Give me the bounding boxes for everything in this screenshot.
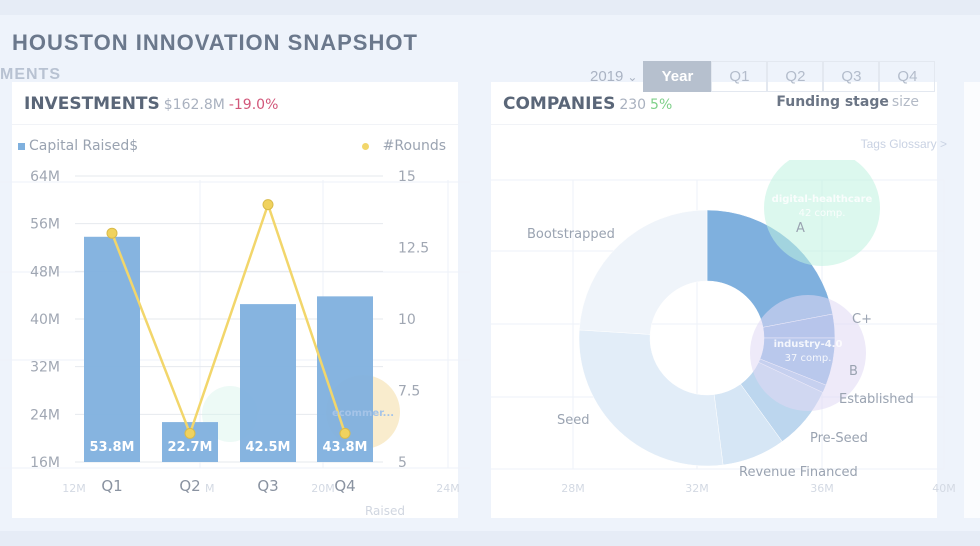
companies-count: 230 (619, 97, 647, 113)
bubble-digital-healthcare (764, 160, 880, 266)
ghost-x-axis-label: Raised (365, 504, 405, 518)
ghost-bubble-label: ecommer... (332, 408, 394, 419)
y-left-tick-label: 16M (30, 455, 60, 471)
size-label: size (891, 94, 919, 110)
x-category-label: Q1 (101, 477, 122, 495)
companies-header: COMPANIES 230 5% (503, 94, 672, 114)
period-q1-button[interactable]: Q1 (711, 61, 768, 92)
y-left-tick-label: 64M (30, 169, 60, 185)
legend-dot-icon (361, 142, 369, 150)
slice-label: A (796, 221, 805, 236)
slice-bootstrapped (578, 209, 708, 335)
legend-rounds-label: #Rounds (382, 138, 446, 154)
ghost-x-tick: M (205, 482, 215, 495)
tags-glossary-link[interactable]: Tags Glossary > (860, 137, 947, 151)
y-right-tick-label: 10 (398, 312, 416, 328)
x-tick-label: 40M (932, 482, 956, 495)
x-tick-label: 36M (810, 482, 834, 495)
investments-title: INVESTMENTS (24, 94, 160, 114)
bubble-industry-4.0 (750, 295, 866, 411)
page-title: HOUSTON INNOVATION SNAPSHOT (12, 30, 418, 55)
investments-chart: 53.8M 22.7M 42.5M 43.8M 16M 24M 32M 40M 48M 56M 6… (0, 169, 470, 518)
slice-label: Bootstrapped (527, 227, 615, 242)
bar-q1 (84, 236, 140, 462)
legend-rounds[interactable]: #Rounds (361, 138, 446, 154)
x-category-label: Q4 (334, 477, 355, 495)
investments-total: $162.8M (163, 97, 225, 113)
y-right-tick-label: 5 (398, 455, 407, 471)
rounds-point-q1 (106, 227, 118, 239)
funding-stage-toggle[interactable]: Funding stage size (776, 94, 919, 110)
bar-q3 (240, 304, 296, 462)
x-category-label: Q2 (179, 477, 200, 495)
slice-label: C+ (852, 312, 872, 327)
chevron-down-icon: ⌄ (627, 69, 638, 84)
y-right-tick-label: 12.5 (398, 241, 429, 257)
period-filter: 2019 ⌄ Year Q1 Q2 Q3 Q4 (590, 61, 936, 92)
ghost-x-tick: 12M (62, 482, 86, 495)
x-tick-label: 28M (561, 482, 585, 495)
divider (12, 124, 458, 125)
bar-value-label: 22.7M (167, 440, 212, 455)
rounds-line (110, 200, 347, 438)
slice-label: Revenue Financed (739, 465, 858, 480)
ghost-section-title: MENTS (0, 66, 61, 83)
ghost-x-tick: 24M (436, 482, 460, 495)
slice-seed (578, 329, 724, 467)
year-value: 2019 (590, 68, 624, 85)
y-right-tick-label: 7.5 (398, 384, 420, 400)
bottom-band (0, 531, 980, 546)
investments-header: INVESTMENTS $162.8M -19.0% (24, 94, 278, 114)
y-left-tick-label: 24M (30, 407, 60, 423)
period-year-button[interactable]: Year (643, 61, 712, 92)
slice-label: B (849, 364, 858, 379)
rounds-point-q2 (184, 427, 196, 439)
ghost-x-tick: 20M (311, 482, 335, 495)
legend-capital[interactable]: Capital Raised$ (18, 138, 138, 154)
period-q4-button[interactable]: Q4 (879, 61, 936, 92)
companies-title: COMPANIES (503, 94, 616, 114)
bar-value-label: 43.8M (322, 440, 367, 455)
divider (491, 124, 937, 125)
x-category-label: Q3 (257, 477, 278, 495)
legend-capital-label: Capital Raised$ (29, 138, 139, 154)
y-left-tick-label: 32M (30, 360, 60, 376)
slice-label: Pre-Seed (810, 431, 868, 446)
bubble-name: industry-4.0 (774, 339, 843, 350)
legend-square-icon (18, 142, 25, 150)
bar-value-label: 42.5M (245, 440, 290, 455)
period-q2-button[interactable]: Q2 (767, 61, 824, 92)
funding-stage-label: Funding stage (776, 94, 889, 110)
bar-value-label: 53.8M (89, 440, 134, 455)
companies-chart: digital-healthcare 42 comp. industry-4.0 37… (491, 160, 956, 495)
y-left-tick-label: 48M (30, 264, 60, 280)
year-select[interactable]: 2019 ⌄ (590, 68, 637, 85)
bubble-count: 42 comp. (799, 208, 846, 219)
y-left-tick-label: 40M (30, 312, 60, 328)
period-q3-button[interactable]: Q3 (823, 61, 880, 92)
x-tick-label: 32M (685, 482, 709, 495)
rounds-point-q3 (262, 199, 274, 211)
companies-change: 5% (650, 97, 673, 113)
top-band (0, 0, 980, 15)
bubble-name: digital-healthcare (772, 194, 873, 205)
investments-change: -19.0% (228, 97, 279, 113)
right-card-edge (964, 82, 980, 518)
y-left-tick-label: 56M (30, 217, 60, 233)
slice-label: Established (839, 392, 914, 407)
rounds-point-q4 (339, 427, 351, 439)
bubble-count: 37 comp. (785, 353, 832, 364)
y-right-tick-label: 15 (398, 169, 416, 185)
slice-label: Seed (557, 413, 590, 428)
